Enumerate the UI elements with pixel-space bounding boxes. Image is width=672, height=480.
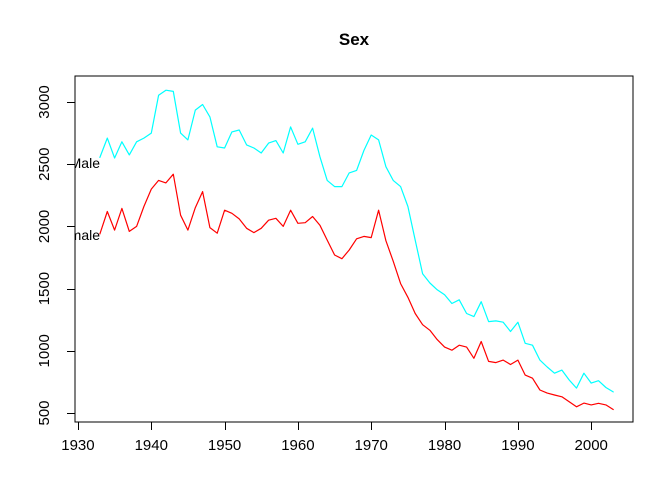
x-tick-label: 1970 <box>355 437 388 454</box>
x-tick-label: 1980 <box>428 437 461 454</box>
y-tick-label: 1500 <box>36 272 53 305</box>
x-tick-label: 1950 <box>208 437 241 454</box>
plot-box <box>74 75 634 423</box>
x-tick-label: 2000 <box>575 437 608 454</box>
male-line <box>99 89 614 393</box>
y-tick-label: 1000 <box>36 334 53 367</box>
x-tick-label: 1940 <box>135 437 168 454</box>
y-tick-label: 500 <box>36 400 53 425</box>
y-tick-label: 2500 <box>36 148 53 181</box>
x-tick-label: 1930 <box>61 437 94 454</box>
x-tick-label: 1960 <box>281 437 314 454</box>
chart-title: Sex <box>338 30 370 49</box>
y-tick-label: 3000 <box>36 85 53 118</box>
y-tick-label: 2000 <box>36 210 53 243</box>
x-tick-label: 1990 <box>501 437 534 454</box>
female-line <box>99 173 614 411</box>
